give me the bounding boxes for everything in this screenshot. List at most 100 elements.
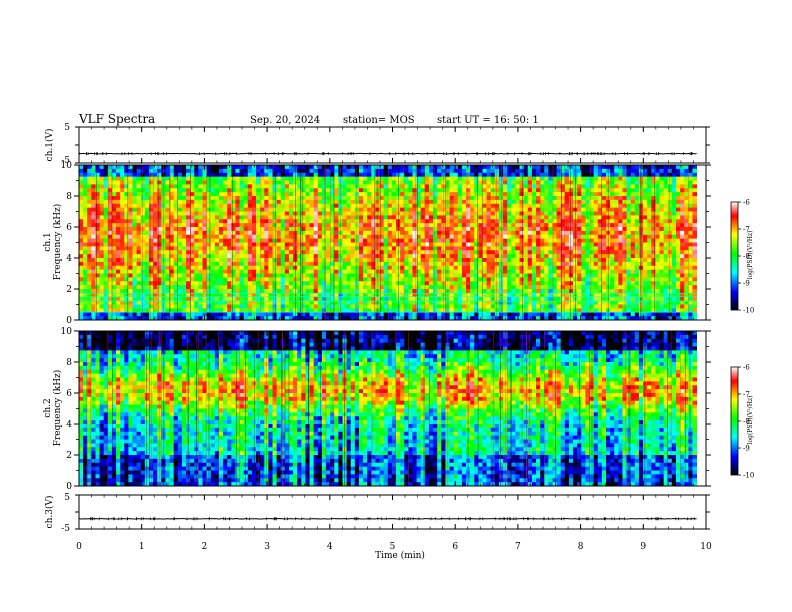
spectrogram-cell (305, 300, 310, 305)
spectrogram-cell (198, 168, 203, 174)
spectrogram-cell (408, 234, 413, 240)
spectrogram-cell (433, 196, 438, 201)
spectrogram-cell (383, 196, 389, 201)
spectrogram-cell (556, 223, 562, 228)
spectrogram-cell (400, 281, 405, 286)
spectrogram-cell (494, 316, 500, 321)
spectrogram-cell (449, 250, 455, 255)
spectrogram-cell (330, 273, 335, 278)
spectrogram-cell (309, 227, 315, 232)
spectrogram-cell (297, 211, 302, 216)
spectrogram-cell (449, 203, 455, 209)
spectrogram-cell (120, 234, 125, 240)
spectrogram-cell (350, 211, 356, 216)
spectrogram-cell (536, 227, 541, 232)
spectrogram-cell (568, 281, 574, 286)
spectrogram-cell (268, 192, 273, 197)
spectrogram-cell (338, 176, 343, 181)
spectrogram-cell (181, 230, 187, 236)
spectrogram-cell (358, 269, 364, 274)
spectrogram-cell (552, 234, 558, 240)
spectrogram-cell (173, 242, 179, 247)
spectrogram-cell (350, 269, 356, 274)
spectrogram-cell (120, 172, 125, 178)
spectrogram-cell (486, 180, 492, 185)
spectrogram-cell (449, 316, 455, 321)
spectrogram-cell (95, 281, 100, 286)
spectrogram-cell (132, 246, 138, 251)
spectrogram-cell (136, 269, 142, 274)
spectrogram-cell (548, 227, 553, 232)
spectrogram-cell (412, 316, 418, 321)
spectrogram-cell (330, 238, 335, 243)
spectrogram-cell (128, 246, 133, 251)
spectrogram-cell (387, 285, 393, 290)
spectrogram-cell (577, 238, 582, 243)
spectrogram-cell (218, 203, 224, 209)
spectrogram-cell (276, 211, 282, 216)
spectrogram-cell (111, 316, 117, 321)
spectrogram-cell (190, 246, 195, 251)
spectrogram-cell (363, 192, 368, 197)
spectrogram-cell (350, 192, 356, 197)
spectrogram-cell (148, 215, 154, 220)
spectrogram-cell (523, 227, 529, 232)
spectrogram-cell (437, 238, 442, 243)
spectrogram-cell (391, 211, 397, 216)
spectrogram-cell (284, 296, 290, 302)
spectrogram-cell (358, 223, 364, 228)
spectrogram-cell (334, 304, 339, 309)
spectrogram-cell (387, 168, 393, 174)
spectrogram-cell (194, 312, 199, 317)
spectrogram-cell (305, 184, 310, 189)
spectrogram-cell (173, 223, 179, 228)
spectrogram-cell (136, 199, 142, 205)
spectrogram-cell (116, 184, 121, 189)
spectrogram-cell (87, 184, 92, 189)
spectrogram-cell (206, 316, 212, 321)
spectrogram-cell (268, 285, 273, 290)
spectrogram-cell (124, 207, 129, 212)
spectrogram-cell (87, 192, 92, 197)
spectrogram-cell (461, 281, 467, 286)
spectrogram-cell (194, 285, 199, 290)
spectrogram-cell (157, 277, 162, 282)
spectrogram-cell (531, 281, 537, 286)
spectrogram-cell (231, 215, 236, 220)
spectrogram-cell (346, 207, 352, 212)
spectrogram-cell (326, 296, 331, 302)
spectrogram-cell (498, 165, 504, 170)
spectrogram-cell (428, 242, 434, 247)
spectrogram-cell (416, 207, 422, 212)
spectrogram-cell (276, 188, 282, 193)
spectrogram-cell (408, 292, 413, 298)
spectrogram-cell (466, 273, 471, 278)
spectrogram-cell (276, 304, 282, 309)
spectrogram-cell (544, 234, 549, 240)
spectrogram-cell (404, 203, 409, 209)
spectrogram-cell (202, 250, 208, 255)
spectrogram-cell (396, 184, 401, 189)
spectrogram-cell (194, 246, 199, 251)
spectrogram-cell (124, 215, 129, 220)
spectrogram-cell (387, 265, 393, 271)
spectrogram-cell (457, 242, 463, 247)
spectrogram-cell (400, 176, 405, 181)
spectrogram-cell (260, 215, 265, 220)
spectrogram-cell (560, 165, 566, 170)
spectrogram-cell (284, 188, 290, 193)
spectrogram-cell (99, 192, 105, 197)
spectrogram-cell (231, 168, 236, 174)
spectrogram-cell (264, 316, 269, 321)
spectrogram-cell (181, 242, 187, 247)
spectrogram-cell (169, 238, 175, 243)
spectrogram-cell (198, 273, 203, 278)
spectrogram-cell (309, 196, 315, 201)
spectrogram-cell (342, 172, 348, 178)
spectrogram-cell (177, 289, 183, 294)
spectrogram-cell (268, 277, 273, 282)
spectrogram-cell (140, 176, 146, 181)
spectrogram-cell (107, 296, 113, 302)
spectrogram-cell (317, 176, 323, 181)
spectrogram-cell (186, 269, 191, 274)
